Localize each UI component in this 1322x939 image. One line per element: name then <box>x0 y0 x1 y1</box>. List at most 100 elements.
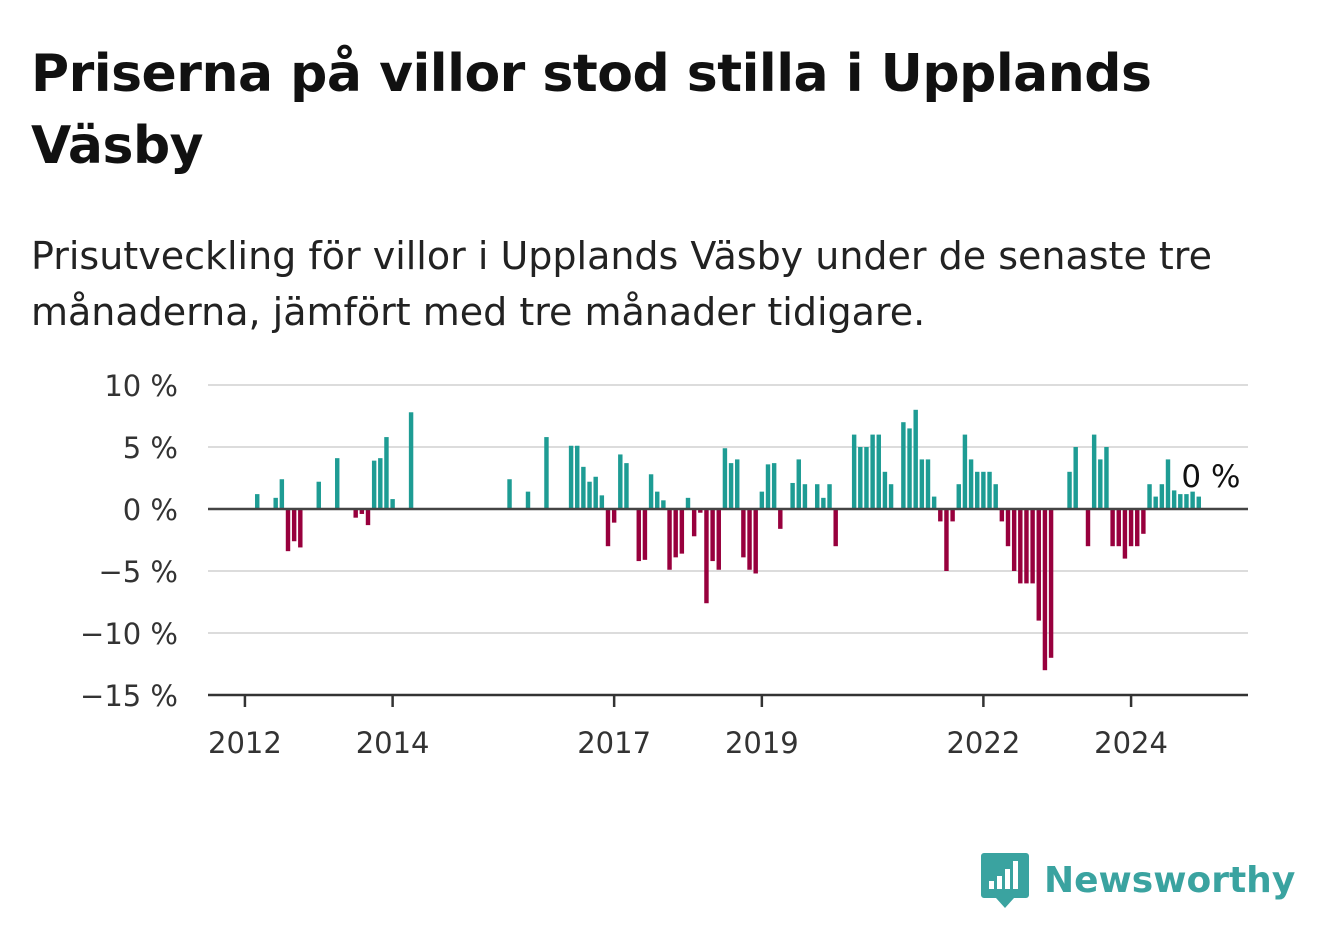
bar <box>925 459 931 509</box>
bar <box>673 509 678 558</box>
bar <box>408 412 414 509</box>
bar <box>581 466 586 509</box>
bar <box>1190 491 1195 509</box>
bar <box>968 459 974 509</box>
bar <box>1030 509 1035 584</box>
bar <box>605 509 611 547</box>
newsworthy-chart-bubble-icon <box>981 853 1029 908</box>
annotation-label: 0 % <box>1181 459 1240 495</box>
bar <box>273 497 278 509</box>
bar <box>858 447 863 509</box>
x-tick-label: 2017 <box>577 726 651 760</box>
bar <box>648 474 654 509</box>
bar <box>575 445 580 509</box>
y-tick-label: −10 % <box>80 617 178 651</box>
bar <box>1024 509 1029 584</box>
bar <box>384 437 389 509</box>
bar <box>1196 496 1201 509</box>
bar <box>876 434 881 509</box>
bars <box>255 409 1201 671</box>
y-tick-label: 0 % <box>123 493 178 527</box>
bar <box>735 459 740 509</box>
y-tick-label: −15 % <box>80 679 178 713</box>
bar <box>1085 509 1091 547</box>
x-tick-label: 2014 <box>356 726 430 760</box>
bar <box>642 509 648 560</box>
bar <box>698 509 703 513</box>
bar <box>931 496 937 509</box>
bar <box>365 509 371 526</box>
bar <box>950 509 955 522</box>
bar <box>796 459 801 509</box>
y-tick-label: 10 % <box>104 369 178 403</box>
bar <box>359 509 365 514</box>
bar <box>741 509 746 558</box>
bar <box>1011 509 1017 571</box>
bar <box>1073 447 1078 509</box>
bar <box>821 497 826 509</box>
bar <box>1005 509 1011 547</box>
bar <box>901 422 906 509</box>
bar <box>587 481 592 509</box>
bar <box>975 471 980 509</box>
bar <box>667 509 672 570</box>
bar <box>753 509 758 574</box>
y-tick-label: 5 % <box>123 431 178 465</box>
bar <box>353 509 358 518</box>
bar <box>851 434 857 509</box>
bar <box>771 463 777 509</box>
chart-title: Priserna på villor stod stilla i Uppland… <box>31 44 1152 176</box>
bar <box>525 491 531 509</box>
brand-name: Newsworthy <box>1044 859 1296 901</box>
y-tick-label: −5 % <box>98 555 178 589</box>
bar <box>907 428 912 509</box>
bar <box>827 484 832 509</box>
bar <box>291 509 297 542</box>
bar <box>661 500 666 509</box>
bar <box>679 509 685 554</box>
bar <box>685 497 691 509</box>
bar <box>1104 447 1109 509</box>
bar <box>1153 496 1158 509</box>
bar <box>704 509 709 604</box>
bar <box>279 479 285 509</box>
bar <box>624 463 629 509</box>
bar <box>568 445 574 509</box>
bar-chart: 10 % 5 % 0 % −5 % −10 % −15 % 2012 2014 2017 2019… <box>80 369 1248 760</box>
bar <box>765 464 771 509</box>
axes <box>208 507 1248 707</box>
bar <box>993 484 998 509</box>
x-tick-label: 2024 <box>1094 726 1168 760</box>
bar <box>618 454 623 509</box>
newsworthy-logo: Newsworthy <box>980 850 1295 910</box>
bar <box>1184 494 1189 509</box>
bar <box>778 509 783 529</box>
bar <box>728 463 734 509</box>
bar <box>888 484 894 509</box>
x-tick-label: 2012 <box>208 726 282 760</box>
bar <box>1036 509 1041 621</box>
bar <box>815 484 820 509</box>
bar <box>636 509 641 562</box>
bar <box>944 509 949 571</box>
bar <box>1141 509 1146 534</box>
bar <box>298 509 303 548</box>
bar <box>378 458 383 509</box>
bar <box>1091 434 1097 509</box>
bar <box>1098 459 1103 509</box>
bar <box>1042 509 1048 671</box>
bar <box>1110 509 1115 547</box>
bar <box>335 458 340 509</box>
bar <box>981 471 986 509</box>
bar <box>655 491 660 509</box>
bar <box>759 491 765 509</box>
bar <box>316 481 321 509</box>
bar <box>611 509 617 523</box>
x-tick-label: 2022 <box>946 726 1020 760</box>
bar <box>1018 509 1023 584</box>
bar <box>833 509 838 547</box>
bar <box>1165 459 1171 509</box>
bar <box>1128 509 1134 547</box>
bar <box>716 509 721 570</box>
bar <box>722 448 728 509</box>
